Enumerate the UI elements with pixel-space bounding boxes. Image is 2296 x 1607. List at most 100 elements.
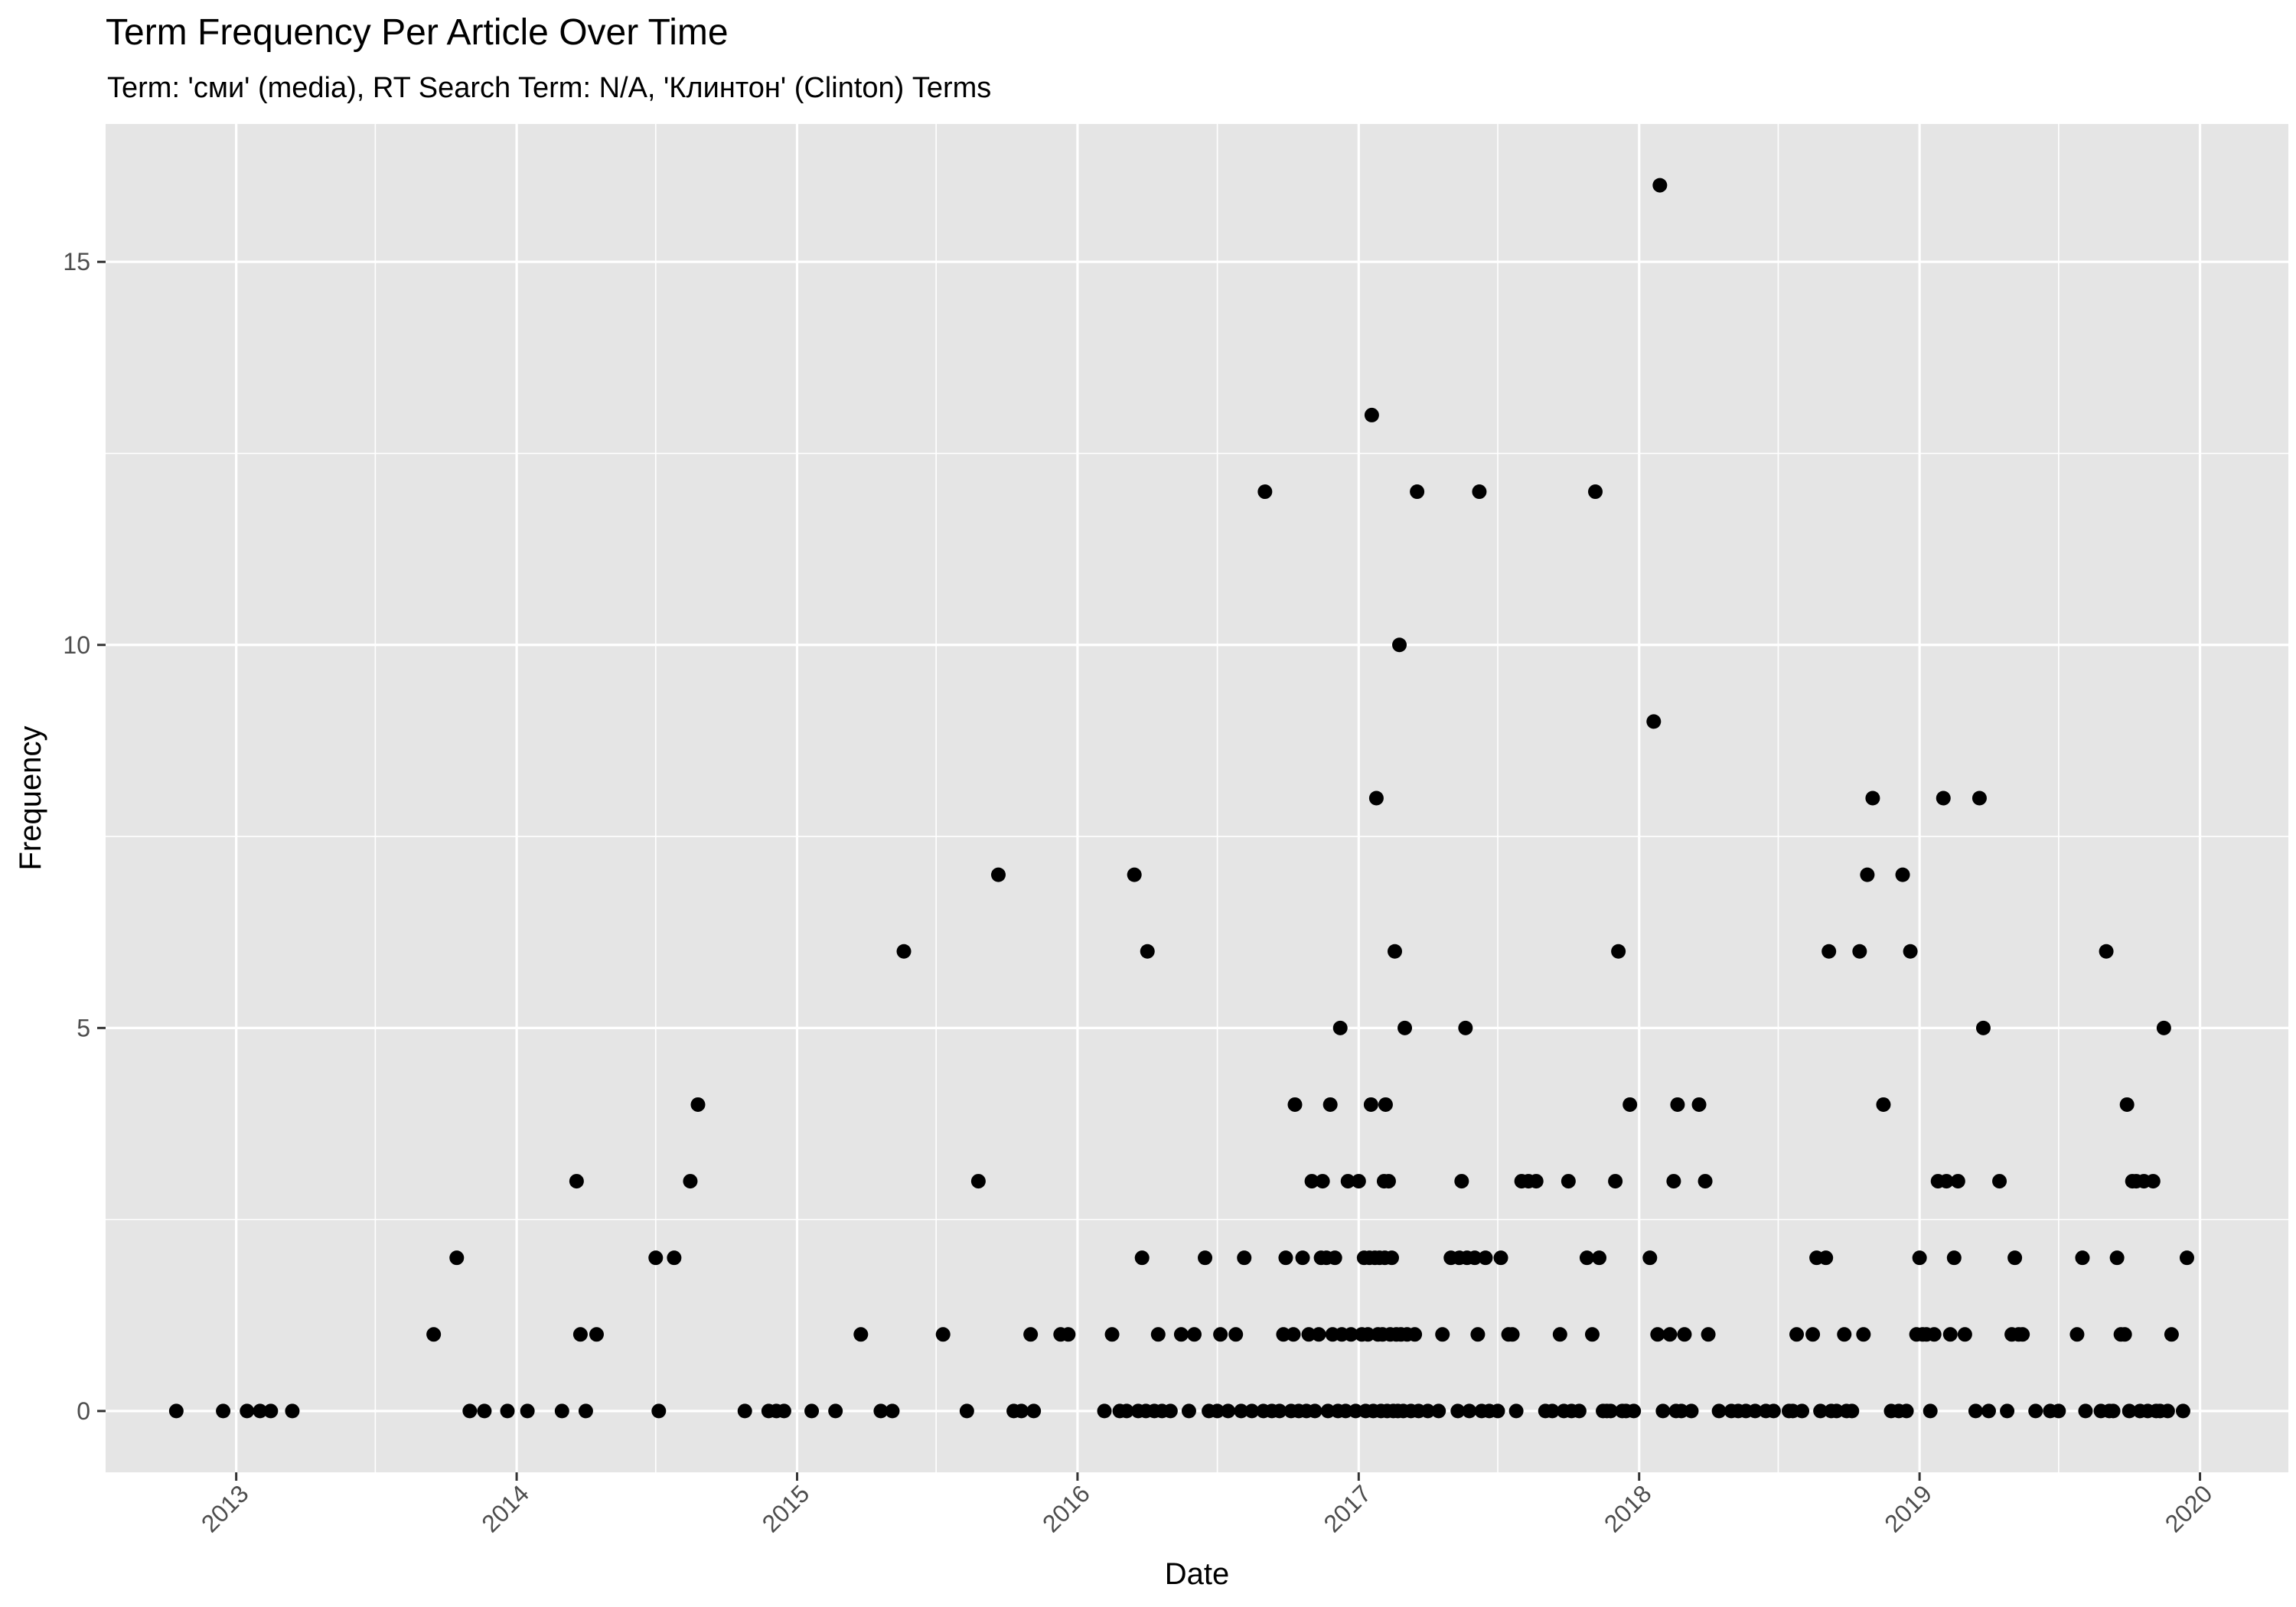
data-point	[1387, 944, 1402, 959]
data-point	[1307, 1403, 1322, 1419]
data-point	[1608, 1174, 1623, 1189]
data-point	[1662, 1327, 1678, 1342]
data-point	[1420, 1403, 1436, 1419]
data-point	[554, 1403, 569, 1419]
data-point	[853, 1327, 869, 1342]
data-point	[1363, 1097, 1378, 1112]
data-point	[1829, 1403, 1844, 1419]
data-point	[2069, 1327, 2085, 1342]
data-point	[896, 944, 912, 959]
data-point	[1508, 1403, 1524, 1419]
data-point	[1272, 1403, 1287, 1419]
y-axis: 0 5 10 15	[63, 248, 106, 1425]
data-point	[1097, 1403, 1112, 1419]
data-point	[1603, 1403, 1619, 1419]
data-point	[2175, 1403, 2190, 1419]
data-point	[1691, 1097, 1707, 1112]
plot-panel	[106, 124, 2288, 1472]
data-point	[1813, 1403, 1828, 1419]
data-point	[1946, 1250, 1962, 1266]
data-point	[1286, 1327, 1301, 1342]
data-point	[1957, 1327, 1972, 1342]
data-point	[2109, 1250, 2125, 1266]
data-point	[1552, 1327, 1567, 1342]
x-tick-label: 2017	[1318, 1479, 1376, 1537]
data-point	[1895, 867, 1910, 882]
data-point	[1368, 790, 1384, 806]
data-point	[1899, 1403, 1914, 1419]
data-point	[1611, 944, 1626, 959]
data-point	[1950, 1174, 1965, 1189]
data-point	[1061, 1327, 1076, 1342]
data-point	[1795, 1403, 1810, 1419]
data-point	[1912, 1250, 1927, 1266]
data-point	[1936, 790, 1951, 806]
data-point	[2117, 1327, 2132, 1342]
data-point	[935, 1327, 951, 1342]
data-point	[1351, 1174, 1366, 1189]
data-point	[1301, 1327, 1316, 1342]
data-point	[1023, 1327, 1039, 1342]
data-point	[1360, 1327, 1375, 1342]
data-point	[885, 1403, 900, 1419]
data-point	[1852, 944, 1867, 959]
data-point	[1923, 1403, 1938, 1419]
data-point	[2145, 1174, 2161, 1189]
data-point	[1221, 1403, 1236, 1419]
data-point	[1295, 1250, 1310, 1266]
data-point	[1278, 1250, 1293, 1266]
data-point	[1975, 1020, 1991, 1035]
data-point	[1244, 1403, 1260, 1419]
data-point	[1470, 1327, 1486, 1342]
data-point	[1410, 484, 1425, 500]
chart-subtitle: Term: 'сми' (media), RT Search Term: N/A…	[107, 72, 991, 104]
data-point	[1971, 790, 1987, 806]
data-point	[1315, 1174, 1330, 1189]
y-tick-label: 10	[63, 631, 90, 659]
data-point	[216, 1403, 231, 1419]
data-point	[1119, 1403, 1134, 1419]
x-tick-label: 2014	[476, 1479, 534, 1537]
data-point	[1588, 484, 1603, 500]
data-point	[1592, 1250, 1607, 1266]
data-point	[2105, 1403, 2121, 1419]
data-point	[1304, 1174, 1319, 1189]
data-point	[1257, 484, 1273, 500]
x-tick-label: 2018	[1599, 1479, 1657, 1537]
data-point	[1818, 1250, 1834, 1266]
minor-gridlines	[106, 124, 2288, 1472]
data-point	[1198, 1250, 1213, 1266]
data-point	[2119, 1097, 2135, 1112]
data-point	[1766, 1403, 1781, 1419]
data-point	[990, 867, 1006, 882]
data-point	[1584, 1327, 1600, 1342]
data-point	[1701, 1327, 1716, 1342]
data-point	[1650, 1327, 1665, 1342]
data-point	[1942, 1327, 1958, 1342]
data-point	[500, 1403, 515, 1419]
data-point	[2179, 1250, 2194, 1266]
data-point	[1805, 1327, 1821, 1342]
data-point	[1903, 944, 1918, 959]
data-point	[1646, 714, 1662, 729]
data-point	[426, 1327, 442, 1342]
data-point	[1228, 1327, 1244, 1342]
data-point	[1821, 944, 1837, 959]
data-point	[1571, 1403, 1587, 1419]
data-point	[1397, 1020, 1413, 1035]
data-point	[1378, 1097, 1393, 1112]
data-point	[2160, 1403, 2175, 1419]
data-point	[2028, 1403, 2043, 1419]
data-point	[1384, 1250, 1399, 1266]
data-point	[285, 1403, 300, 1419]
data-point	[2015, 1327, 2030, 1342]
data-point	[1338, 1403, 1353, 1419]
data-point	[2122, 1403, 2137, 1419]
data-point	[1140, 944, 1155, 959]
data-point	[1642, 1250, 1658, 1266]
data-point	[1992, 1174, 2007, 1189]
data-point	[1490, 1403, 1505, 1419]
data-point	[648, 1250, 664, 1266]
data-point	[1472, 484, 1487, 500]
data-point	[737, 1403, 752, 1419]
